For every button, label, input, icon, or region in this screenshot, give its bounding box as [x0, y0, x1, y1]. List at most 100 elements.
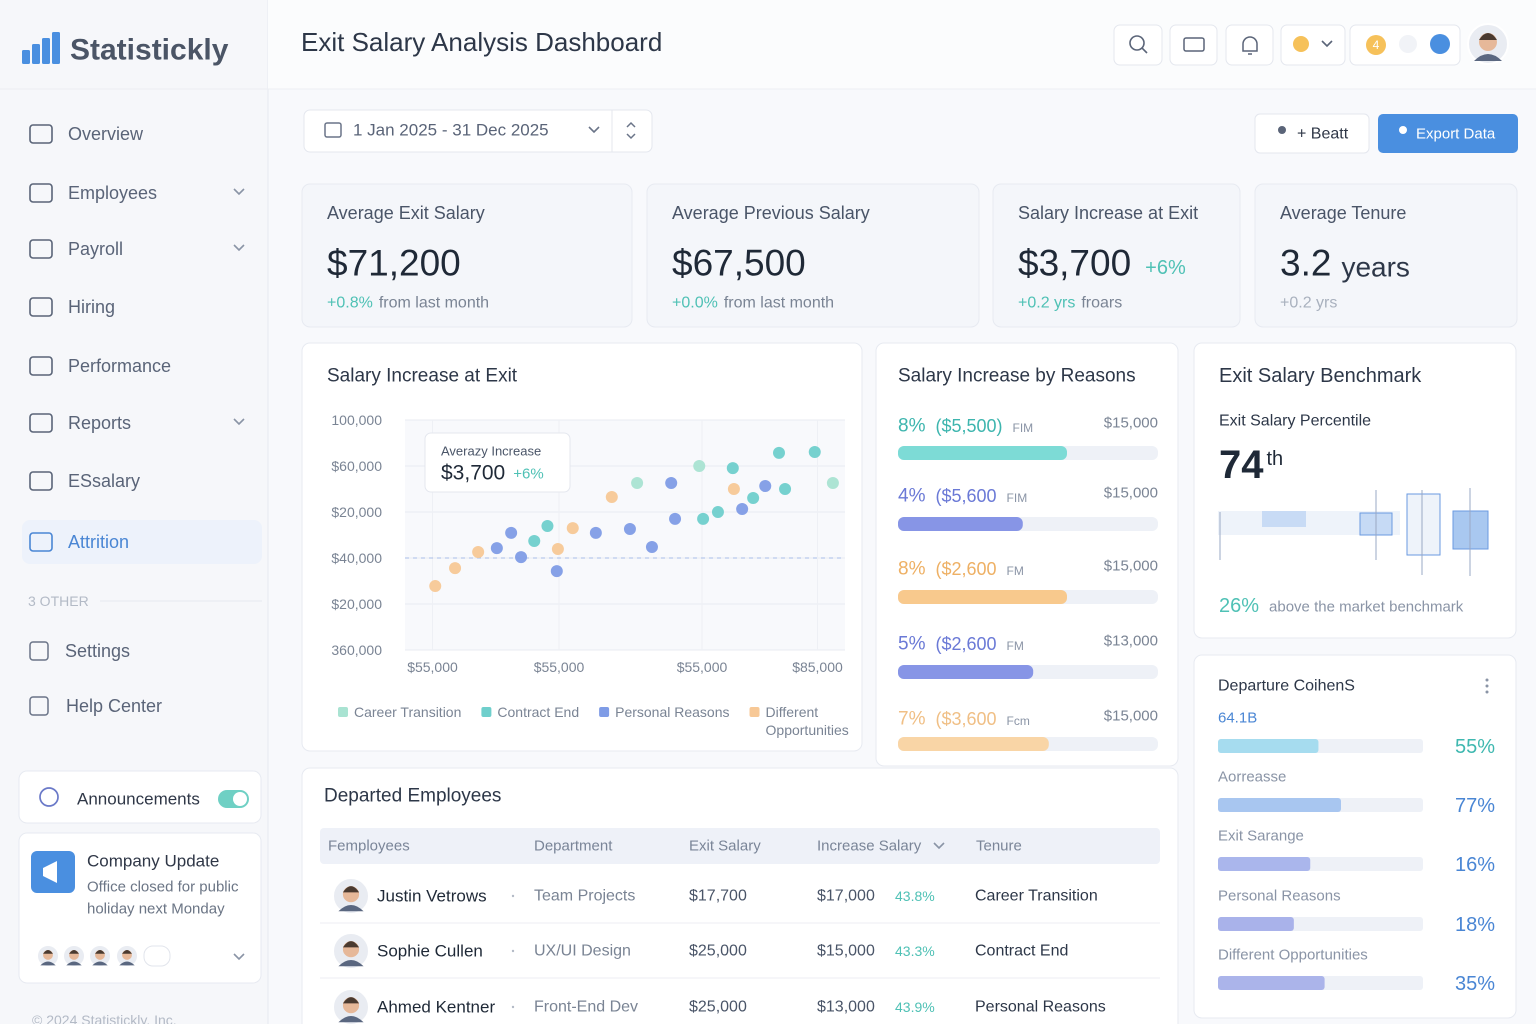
header-button[interactable]: [1169, 24, 1218, 66]
nav-item[interactable]: Overview: [68, 124, 144, 144]
reason-bar: [898, 665, 1034, 679]
cohort-value: 18%: [1455, 914, 1495, 936]
column-header[interactable]: Femployeеs: [328, 838, 410, 855]
data-point: [747, 491, 760, 504]
table-cell: Front-End Dev: [534, 999, 638, 1016]
cohort-value: 55%: [1455, 736, 1495, 758]
table-cell: $17,000: [817, 888, 875, 905]
y-tick-label: $20,000: [331, 596, 382, 612]
nav-icon: [29, 183, 53, 203]
data-point: [589, 526, 602, 539]
header-button[interactable]: [1113, 24, 1163, 66]
notification-badge: 4: [1373, 38, 1380, 52]
search-icon: [1129, 35, 1145, 51]
reason-code: FIM: [1007, 491, 1028, 505]
x-tick-label: $55,000: [407, 659, 458, 675]
avatar-body: [338, 905, 364, 912]
column-header[interactable]: Tenure: [976, 838, 1022, 855]
card-icon: [1183, 37, 1205, 52]
avatar-hair: [95, 949, 105, 954]
page-title: Exit Salary Analysis Dashboard: [301, 27, 662, 57]
export-button[interactable]: [1378, 114, 1518, 153]
kpi-unit: years: [1341, 252, 1409, 283]
text-line: Different: [766, 704, 819, 720]
cohort-bar: [1218, 857, 1311, 871]
data-point: [726, 462, 739, 475]
reason-code: FM: [1007, 564, 1024, 578]
y-tick-label: $20,000: [331, 504, 382, 520]
avatar-body: [40, 961, 56, 966]
y-tick-label: 360,000: [331, 642, 382, 658]
nav-icon: [29, 239, 53, 259]
header-button[interactable]: [1280, 24, 1346, 66]
header-button[interactable]: [1225, 24, 1274, 66]
data-point: [665, 477, 678, 490]
update-title: Company Update: [87, 852, 219, 871]
cohort-label: Personal Reasons: [1218, 888, 1341, 905]
separator-dot: [511, 949, 515, 953]
badge-dot: [1366, 35, 1386, 55]
nav-icon: [29, 413, 53, 433]
search-handle: [1141, 47, 1148, 54]
data-point: [759, 480, 772, 493]
kpi-card: [992, 183, 1241, 328]
kpi-label: Salary Increase at Exit: [1018, 203, 1198, 223]
nav-item[interactable]: Performance: [68, 356, 171, 376]
toggle-knob: [233, 792, 247, 806]
cohort-label: Different Opportunities: [1218, 947, 1368, 964]
export-button-label[interactable]: Export Data: [1416, 126, 1496, 143]
cohort-bar: [1218, 798, 1341, 812]
date-range[interactable]: 1 Jan 2025 - 31 Dec 2025: [353, 121, 549, 140]
data-point: [472, 546, 485, 559]
column-header[interactable]: Department: [534, 838, 613, 855]
nav-item[interactable]: ESsalary: [68, 471, 140, 491]
text-line: Opportunities: [766, 722, 849, 738]
secondary-button-label[interactable]: + Beatt: [1297, 126, 1349, 143]
reason-max: $15,000: [1104, 485, 1158, 502]
avatar-body: [338, 960, 364, 967]
logo-bar: [42, 38, 50, 64]
table-cell: $13,000: [817, 999, 875, 1016]
data-point: [631, 477, 644, 490]
chevron-icon: [1321, 40, 1333, 48]
separator-dot: [511, 894, 515, 898]
nav-item[interactable]: Attrition: [68, 532, 129, 552]
date-picker[interactable]: [303, 109, 653, 153]
reason-code: FIM: [1013, 421, 1034, 435]
chevron-icon: [233, 244, 245, 252]
column-header[interactable]: Increase Salary: [817, 838, 922, 855]
nav-item[interactable]: Reports: [68, 413, 131, 433]
kpi-value: $3,700: [1018, 243, 1131, 284]
secondary-button[interactable]: [1254, 113, 1370, 154]
column-header[interactable]: Exit Salary: [689, 838, 761, 855]
reason-pct: 8%: [898, 559, 926, 580]
table-header: [320, 828, 1160, 864]
reason-amount: ($2,600: [935, 559, 996, 579]
nav-active: [22, 520, 262, 564]
nav-item[interactable]: Payroll: [68, 239, 123, 259]
chart-title: Salary Increase at Exit: [327, 366, 518, 387]
data-point: [773, 446, 785, 459]
kpi-card: [646, 183, 980, 328]
table-cell: Justin Vetrows: [377, 887, 487, 906]
cohort-bar: [1218, 739, 1319, 753]
nav-item[interactable]: Settings: [65, 641, 130, 661]
benchmark-card: [1193, 342, 1517, 639]
reason-code: Fcm: [1007, 714, 1030, 728]
nav-item[interactable]: Employees: [68, 183, 157, 203]
data-point: [551, 543, 564, 556]
nav-icon: [29, 356, 53, 376]
nav-item[interactable]: Hiring: [68, 297, 115, 317]
tooltip: [424, 432, 571, 493]
avatar-hair: [1479, 33, 1497, 40]
user-icon: [1278, 126, 1286, 134]
card-title: Departure CoihenS: [1218, 678, 1355, 695]
nav-item[interactable]: Help Center: [66, 696, 162, 716]
cohort-value: 16%: [1455, 854, 1495, 876]
kpi-label: Average Tenure: [1280, 203, 1406, 223]
tooltip-value: $3,700: [441, 462, 505, 485]
reason-amount: ($3,600: [935, 709, 996, 729]
card-subtitle: Exit Salary Percentile: [1219, 413, 1371, 430]
bell-icon: [1242, 36, 1258, 55]
y-tick-label: $60,000: [331, 458, 382, 474]
